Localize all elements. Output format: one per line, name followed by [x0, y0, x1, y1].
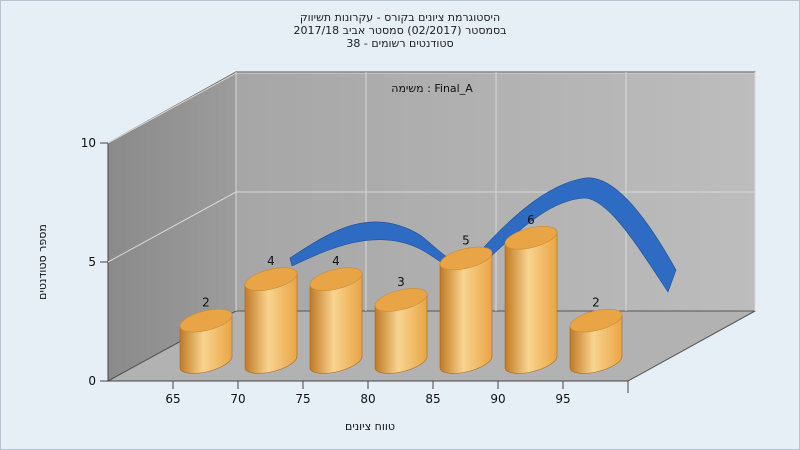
bar-cylinder-body	[439, 252, 493, 374]
x-tick-label: 65	[165, 392, 180, 406]
x-tick-label: 75	[295, 392, 310, 406]
bar-value-label: 2	[592, 296, 600, 310]
assignment-label: משימה : Final_A	[391, 82, 473, 95]
bar-value-label: 3	[397, 275, 405, 289]
y-tick-label: 10	[81, 136, 96, 150]
bar-value-label: 4	[332, 254, 340, 268]
distribution-curve-group	[289, 177, 677, 293]
chart-title-line-1: היסטוגרמת ציונים בקורס - עקרונות תשיווק	[299, 11, 501, 24]
bar-cylinder-body	[374, 293, 428, 374]
gridlines	[107, 72, 756, 311]
bar-cylinder-top	[439, 246, 493, 271]
bar-cylinder-top	[309, 267, 363, 291]
chart-title-line-2: בסמסטר (02/2017) סמסטר אביב 2017/18	[293, 24, 507, 37]
bar-cylinder-body	[309, 273, 363, 374]
x-tick-label: 95	[555, 392, 570, 406]
x-tick-label: 80	[360, 392, 375, 406]
bar-cylinder-top	[179, 308, 233, 333]
bar-value-label: 5	[462, 233, 470, 247]
x-tick-label: 90	[490, 392, 505, 406]
x-axis-title: טווח ציונים	[345, 420, 395, 433]
distribution-curve	[289, 177, 677, 293]
bar-cylinder-top	[504, 226, 558, 250]
y-tick-label: 0	[88, 374, 96, 388]
bar-cylinder-body	[504, 231, 558, 374]
chart-title-line-3: סטודנטים רשומים - 38	[346, 37, 454, 50]
bar-value-label: 4	[267, 254, 275, 268]
bar-cylinder-top	[569, 308, 623, 333]
x-tick-label: 70	[230, 392, 245, 406]
y-axis-title: מספר סטודנטים	[36, 224, 49, 300]
x-tick-label: 85	[425, 392, 440, 406]
gridline-left-wall	[107, 72, 237, 144]
bar-value-label: 2	[202, 296, 210, 310]
bar-cylinder-top	[244, 267, 298, 291]
bar-cylinder-body	[244, 273, 298, 374]
bar-value-label: 6	[527, 213, 535, 227]
bar-cylinder-top	[374, 288, 428, 312]
bars-group: 2 4 4 3 5 6 2	[179, 213, 623, 374]
gridline-left-wall	[107, 191, 237, 263]
y-tick-label: 5	[88, 255, 96, 269]
